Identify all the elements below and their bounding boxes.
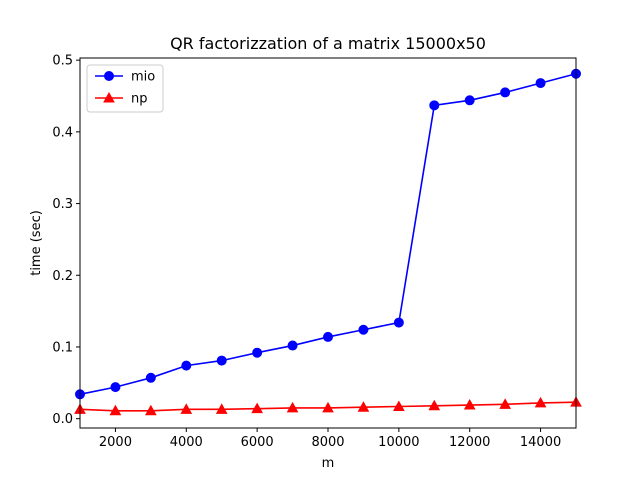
y-axis: 0.0 0.1 0.2 0.3 0.4 0.5	[52, 54, 80, 427]
data-point-mio	[252, 347, 263, 358]
y-tick-label: 0.0	[52, 412, 73, 427]
data-point-mio	[358, 324, 369, 335]
legend: mio np	[86, 64, 164, 113]
x-axis: 2000 4000 6000 8000 10000 12000 14000	[99, 428, 561, 450]
x-tick-label: 4000	[170, 435, 203, 450]
x-tick-label: 10000	[378, 435, 419, 450]
data-point-mio	[145, 372, 156, 383]
legend-marker-np	[103, 91, 115, 103]
data-point-mio	[287, 340, 298, 351]
data-point-np	[251, 402, 263, 414]
data-point-mio	[429, 100, 440, 111]
y-tick-label: 0.5	[52, 54, 73, 69]
data-point-np	[145, 404, 157, 416]
series-layer	[74, 68, 582, 416]
data-point-mio	[393, 317, 404, 328]
data-point-np	[534, 396, 547, 408]
data-point-np	[180, 403, 193, 414]
x-tick-label: 6000	[241, 435, 274, 450]
plot-area	[80, 58, 576, 428]
data-point-np	[357, 401, 370, 412]
x-tick-label: 14000	[520, 435, 561, 450]
y-tick-label: 0.2	[52, 269, 73, 284]
data-point-np	[109, 404, 122, 416]
y-tick-label: 0.1	[52, 340, 73, 355]
data-point-np	[428, 399, 441, 411]
x-tick-label: 12000	[449, 435, 490, 450]
legend-marker-mio	[104, 71, 114, 81]
y-tick-label: 0.3	[52, 197, 73, 212]
series-mio	[75, 68, 581, 400]
data-point-mio	[535, 78, 546, 89]
x-tick-label: 2000	[99, 435, 132, 450]
data-point-mio	[464, 95, 475, 106]
chart-title: QR factorizzation of a matrix 15000x50	[170, 34, 486, 53]
data-point-mio	[181, 360, 192, 371]
y-tick-label: 0.4	[52, 125, 73, 140]
data-point-mio	[500, 87, 511, 98]
x-axis-label: m	[322, 456, 335, 471]
data-point-np	[393, 400, 405, 411]
data-point-mio	[323, 331, 333, 342]
legend-label-mio: mio	[131, 70, 155, 85]
data-point-np	[499, 398, 511, 409]
y-axis-label: time (sec)	[29, 210, 44, 276]
data-point-mio	[110, 382, 121, 393]
legend-label-np: np	[131, 92, 148, 107]
data-point-mio	[216, 355, 227, 366]
data-point-np	[322, 401, 334, 413]
series-np	[74, 396, 582, 416]
data-point-np	[215, 403, 228, 414]
x-tick-label: 8000	[311, 435, 344, 450]
data-point-np	[463, 399, 476, 410]
data-point-np	[286, 401, 299, 413]
